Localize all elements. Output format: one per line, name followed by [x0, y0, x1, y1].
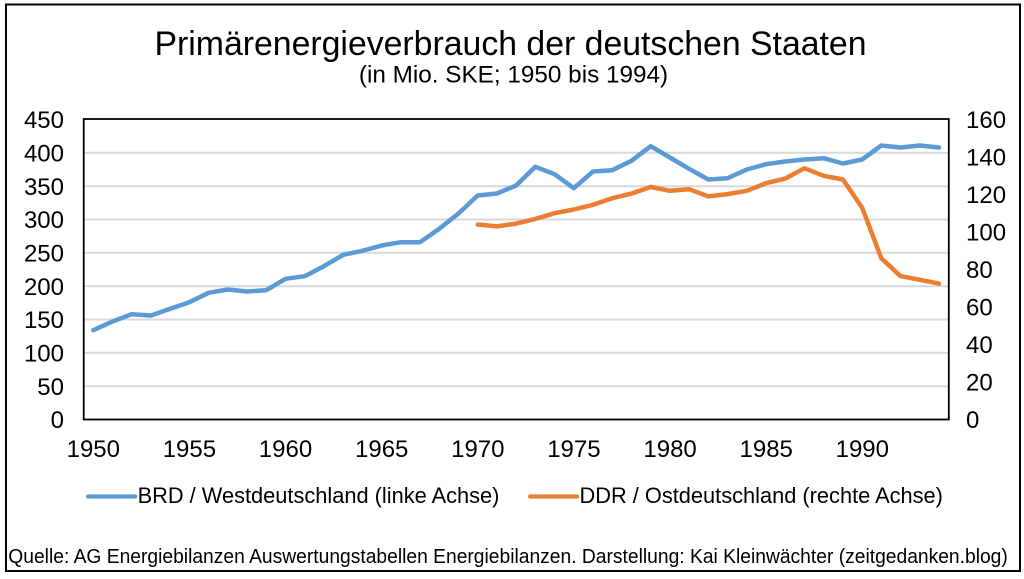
svg-text:1990: 1990 [836, 436, 889, 463]
svg-text:350: 350 [24, 174, 64, 201]
svg-text:1980: 1980 [643, 436, 696, 463]
svg-text:120: 120 [966, 182, 1006, 209]
svg-text:200: 200 [24, 274, 64, 301]
svg-text:100: 100 [24, 340, 64, 367]
svg-text:1985: 1985 [740, 436, 793, 463]
svg-text:100: 100 [966, 220, 1006, 247]
svg-text:1950: 1950 [67, 436, 120, 463]
svg-text:1970: 1970 [451, 436, 504, 463]
svg-text:1960: 1960 [259, 436, 312, 463]
svg-text:BRD / Westdeutschland (linke A: BRD / Westdeutschland (linke Achse) [138, 483, 500, 508]
svg-text:(in Mio. SKE; 1950 bis 1994): (in Mio. SKE; 1950 bis 1994) [359, 61, 668, 88]
svg-text:40: 40 [966, 332, 993, 359]
svg-text:60: 60 [966, 295, 993, 322]
svg-text:1965: 1965 [355, 436, 408, 463]
svg-text:1975: 1975 [547, 436, 600, 463]
svg-text:160: 160 [966, 107, 1006, 134]
svg-text:Quelle: AG Energiebilanzen Aus: Quelle: AG Energiebilanzen Auswertungsta… [8, 546, 1008, 568]
svg-text:0: 0 [51, 407, 64, 434]
svg-text:DDR / Ostdeutschland (rechte A: DDR / Ostdeutschland (rechte Achse) [580, 483, 943, 508]
svg-text:Primärenergieverbrauch der deu: Primärenergieverbrauch der deutschen Sta… [154, 25, 866, 63]
svg-text:1955: 1955 [163, 436, 216, 463]
svg-text:80: 80 [966, 257, 993, 284]
svg-text:50: 50 [37, 374, 64, 401]
svg-text:20: 20 [966, 370, 993, 397]
svg-text:140: 140 [966, 145, 1006, 172]
svg-text:450: 450 [24, 107, 64, 134]
svg-text:300: 300 [24, 207, 64, 234]
svg-text:250: 250 [24, 240, 64, 267]
svg-text:400: 400 [24, 140, 64, 167]
svg-text:0: 0 [966, 407, 979, 434]
svg-text:150: 150 [24, 307, 64, 334]
